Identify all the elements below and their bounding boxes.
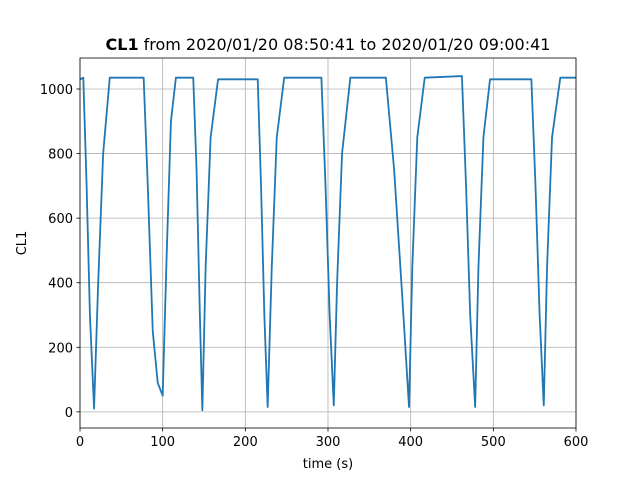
x-tick-label: 300 bbox=[316, 435, 341, 450]
x-tick-label: 400 bbox=[398, 435, 423, 450]
x-tick-label: 600 bbox=[564, 435, 589, 450]
x-tick-label: 0 bbox=[76, 435, 84, 450]
line-series bbox=[79, 75, 576, 412]
y-tick-label: 200 bbox=[48, 341, 73, 356]
y-tick-label: 400 bbox=[48, 277, 73, 292]
x-tick-label: 500 bbox=[481, 435, 506, 450]
y-tick-label: 0 bbox=[65, 406, 73, 421]
y-tick-label: 600 bbox=[48, 212, 73, 227]
title-bold: CL1 bbox=[106, 35, 139, 54]
y-tick-label: 1000 bbox=[40, 83, 73, 98]
y-tick-label: 800 bbox=[48, 148, 73, 163]
chart-title: CL1 from 2020/01/20 08:50:41 to 2020/01/2… bbox=[106, 35, 551, 54]
plot-frame bbox=[79, 57, 577, 429]
y-axis-label: CL1 bbox=[15, 231, 30, 256]
x-tick-label: 100 bbox=[150, 435, 175, 450]
x-tick-label: 200 bbox=[233, 435, 258, 450]
x-axis-label: time (s) bbox=[303, 457, 353, 472]
title-rest: from 2020/01/20 08:50:41 to 2020/01/20 0… bbox=[144, 35, 551, 54]
